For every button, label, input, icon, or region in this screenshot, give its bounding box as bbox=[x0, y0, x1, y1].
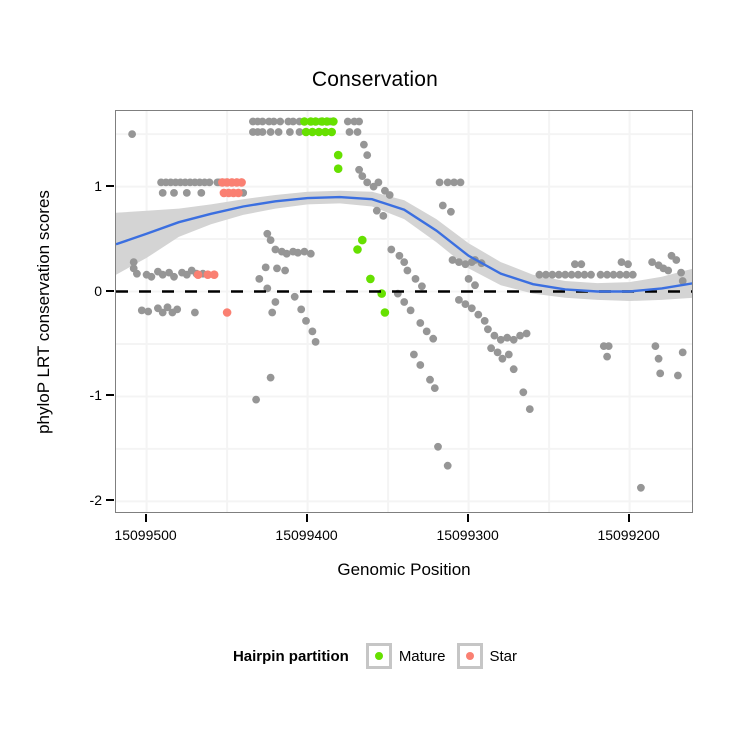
page-title: Conservation bbox=[311, 68, 439, 91]
legend-label-mature: Mature bbox=[398, 647, 446, 665]
x-tick-0 bbox=[144, 514, 147, 522]
legend-entry-mature[interactable]: Mature bbox=[365, 643, 446, 669]
star-dot-icon bbox=[465, 652, 474, 660]
x-ticklabel-3: 15099200 bbox=[597, 527, 660, 543]
legend-key-mature bbox=[365, 643, 392, 669]
x-tick-3 bbox=[627, 514, 630, 522]
x-tick-2 bbox=[466, 514, 469, 522]
points-mature bbox=[300, 117, 390, 317]
mature-dot-icon bbox=[374, 652, 383, 660]
legend-title: Hairpin partition bbox=[232, 647, 349, 665]
x-ticklabel-0: 15099500 bbox=[114, 527, 177, 543]
y-ticklabel-0: 1 bbox=[94, 177, 102, 194]
points-other bbox=[128, 117, 687, 492]
y-axis-label: phyloP LRT conservation scores bbox=[34, 190, 53, 434]
x-tick-1 bbox=[305, 514, 308, 522]
y-tick-3 bbox=[106, 499, 114, 502]
plot-panel bbox=[115, 110, 693, 513]
legend-entry-star[interactable]: Star bbox=[456, 643, 518, 669]
y-ticklabel-2: -1 bbox=[89, 387, 102, 404]
y-tick-0 bbox=[106, 184, 114, 187]
legend-label-star: Star bbox=[489, 647, 518, 665]
x-axis-label: Genomic Position bbox=[337, 560, 471, 579]
legend: Hairpin partition Mature Star bbox=[0, 643, 750, 669]
x-ticklabel-1: 15099400 bbox=[275, 527, 338, 543]
legend-key-star bbox=[456, 643, 483, 669]
y-ticklabel-3: -2 bbox=[89, 492, 102, 509]
y-tick-2 bbox=[106, 394, 114, 397]
x-ticklabel-2: 15099300 bbox=[436, 527, 499, 543]
points-star bbox=[193, 178, 246, 317]
y-ticklabel-1: 0 bbox=[94, 282, 102, 299]
y-tick-1 bbox=[106, 289, 114, 292]
plot-canvas bbox=[116, 111, 692, 512]
